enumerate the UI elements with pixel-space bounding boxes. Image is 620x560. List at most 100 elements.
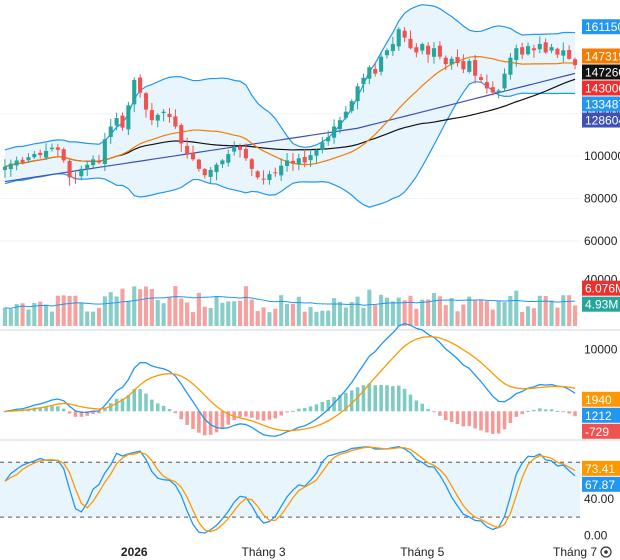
candle — [390, 36, 395, 56]
candle-body — [67, 160, 72, 178]
volume-bar — [496, 300, 501, 326]
volume-bar — [185, 302, 190, 326]
candle-body — [290, 160, 295, 164]
volume-bar — [508, 295, 513, 326]
volume-bar — [226, 301, 231, 326]
candle-body — [437, 45, 442, 57]
candle — [496, 88, 501, 99]
price-value-tag-label: 161150 — [585, 20, 620, 34]
volume-bar — [108, 292, 113, 326]
candle-body — [143, 93, 149, 110]
candle-body — [138, 77, 143, 93]
macd-histogram-bar — [532, 409, 536, 412]
volume-bar — [373, 305, 378, 326]
candle — [449, 56, 454, 70]
candle — [179, 123, 184, 152]
candle — [514, 44, 519, 67]
candle-body — [279, 165, 284, 176]
macd-histogram-bar — [443, 411, 448, 421]
macd-histogram-bar — [91, 411, 95, 414]
candle — [373, 62, 378, 77]
macd-histogram-bar — [385, 385, 389, 412]
macd-histogram-bar — [473, 411, 477, 429]
volume-value-tag-label: 6.076M — [585, 282, 620, 296]
candle — [249, 158, 254, 177]
candle — [431, 42, 437, 64]
candle — [396, 27, 401, 51]
macd-value-tag-label: -729 — [585, 425, 609, 439]
candle — [155, 113, 160, 128]
candle-body — [261, 178, 266, 180]
macd-value-tag-bg — [582, 391, 620, 407]
volume-bar — [290, 303, 295, 326]
bollinger-upper-line — [4, 4, 576, 151]
candle-body — [120, 115, 125, 128]
candle-body — [8, 163, 13, 170]
candle-body — [2, 166, 7, 170]
bollinger-band-fill — [4, 4, 576, 208]
volume-bar — [55, 295, 60, 326]
price-value-tag-label: 147260 — [585, 66, 620, 80]
candle — [531, 44, 536, 58]
macd-histogram-bar — [226, 411, 231, 425]
candle-body — [108, 126, 113, 138]
candle — [255, 170, 260, 180]
volume-value-tag: 6.076M — [582, 280, 620, 296]
candle — [455, 49, 460, 67]
candle — [290, 153, 295, 171]
macd-histogram-bar — [555, 410, 560, 412]
candle-body — [426, 45, 431, 55]
macd-histogram-bar — [520, 411, 524, 415]
candle — [343, 106, 348, 120]
candle-body — [61, 149, 66, 161]
candle-body — [496, 90, 501, 93]
volume-bar — [337, 301, 343, 326]
candle — [220, 159, 225, 168]
candle-body — [179, 125, 184, 144]
price-value-tag: 147319 — [582, 48, 620, 64]
macd-histogram-bar — [455, 411, 460, 425]
volume-bar — [102, 296, 107, 326]
candle-body — [355, 86, 360, 102]
volume-bar — [202, 306, 207, 326]
ma-fast-line — [4, 56, 576, 168]
candle-body — [285, 160, 290, 166]
candle — [261, 170, 266, 185]
candle-body — [337, 120, 343, 130]
macd-histogram-bar — [155, 403, 160, 412]
candle — [196, 158, 201, 172]
candle — [555, 47, 560, 58]
candle — [337, 116, 343, 134]
candle — [32, 150, 37, 160]
macd-histogram-bar — [214, 411, 219, 433]
stochastic-value-tag-bg — [582, 460, 620, 476]
volume-bar — [414, 308, 419, 326]
candle — [308, 149, 313, 168]
candle-body — [302, 157, 307, 163]
candle-body — [343, 111, 348, 118]
x-axis-label: Tháng 3 — [242, 545, 286, 559]
volume-bar — [32, 302, 37, 326]
candle-body — [267, 174, 272, 181]
volume-bar — [273, 308, 278, 326]
volume-bar — [249, 299, 254, 326]
macd-histogram-bar — [32, 407, 37, 412]
macd-histogram-bar — [326, 399, 330, 412]
candle — [326, 130, 331, 146]
candle-body — [531, 48, 536, 51]
macd-histogram-bar — [185, 411, 189, 425]
candle-body — [473, 59, 478, 76]
candle-body — [226, 154, 231, 163]
volume-bar — [484, 301, 489, 326]
macd-histogram-bar — [285, 411, 289, 413]
macd-histogram-bar — [496, 411, 501, 434]
macd-tick-label: 10000 — [584, 342, 618, 356]
volume-bar — [308, 307, 313, 326]
macd-histogram-bar — [179, 411, 184, 420]
macd-histogram-bar — [320, 401, 325, 412]
volume-bar — [73, 295, 78, 326]
macd-histogram-bar — [261, 411, 266, 421]
gear-icon[interactable] — [600, 546, 612, 558]
